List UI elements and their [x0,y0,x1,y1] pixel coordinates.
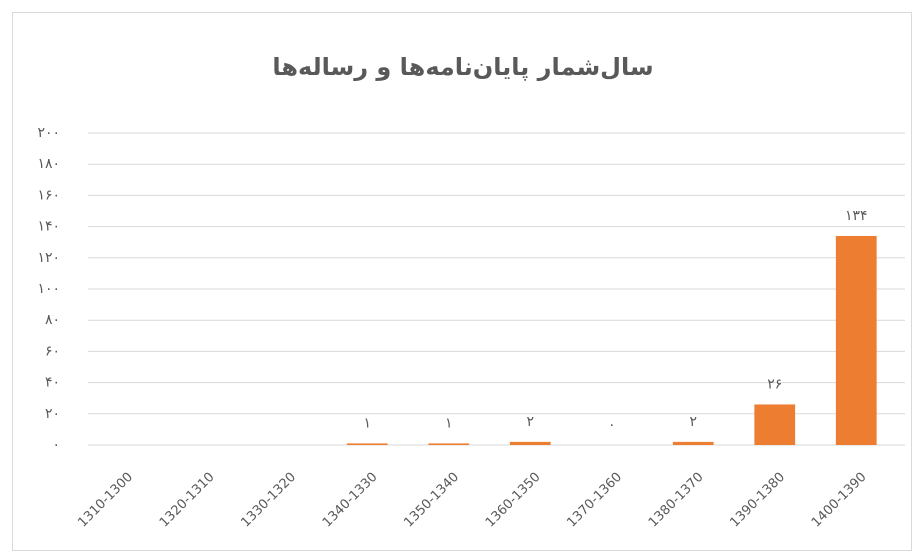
y-tick-label: ۱۶۰ [37,187,60,203]
data-label: ۱۳۴ [845,208,868,224]
chart-title: سال‌شمار پایان‌نامه‌ها و رساله‌ها [272,53,653,81]
data-label: ۰ [608,417,616,433]
chart-border [12,12,912,551]
y-tick-label: ۱۲۰ [37,250,60,266]
bar [672,441,714,445]
y-tick-label: ۱۸۰ [37,156,60,172]
bar [346,443,388,445]
y-tick-label: ۰ [52,437,60,453]
y-tick-label: ۶۰ [45,343,60,359]
y-tick-label: ۱۴۰ [37,219,60,235]
data-label: ۲۶ [767,376,782,392]
bar [835,235,877,445]
data-label: ۱ [363,415,371,431]
bar [428,443,470,445]
data-label: ۲ [526,414,534,430]
bar [509,441,551,445]
y-tick-label: ۸۰ [45,312,60,328]
data-label: ۱ [445,415,453,431]
y-tick-label: ۲۰ [45,406,60,422]
y-tick-label: ۱۰۰ [37,281,60,297]
data-label: ۲ [689,414,697,430]
y-tick-label: ۴۰ [45,375,60,391]
bar [754,404,796,445]
y-tick-label: ۲۰۰ [37,125,60,141]
